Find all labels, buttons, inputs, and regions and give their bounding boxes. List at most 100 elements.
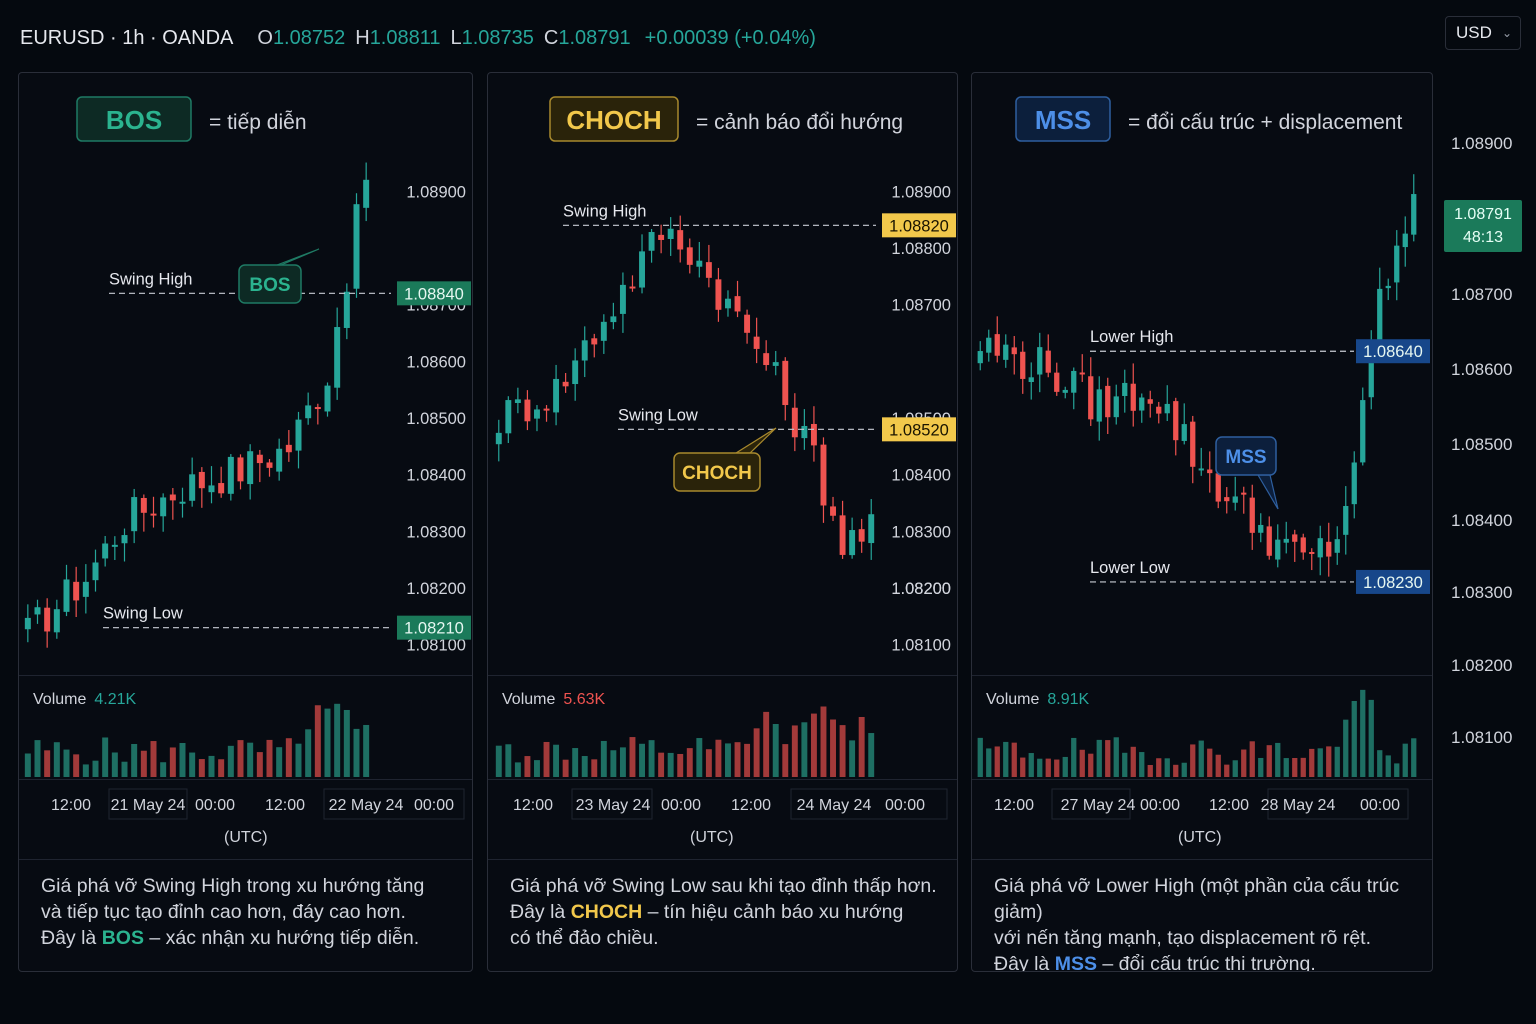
bos-chart-panel[interactable]: BOS = tiếp diễn 1.08900 1.08700 1.08600 1.085… — [18, 72, 473, 972]
candle-body — [198, 471, 205, 489]
candle-body — [1105, 385, 1111, 418]
volume-bar — [1181, 762, 1187, 777]
volume-bar — [1037, 758, 1043, 777]
candle-body — [562, 381, 569, 387]
description: Giá phá vỡ Swing High trong xu hướng tăn… — [41, 875, 425, 949]
x-tick-label: 00:00 — [1360, 797, 1400, 814]
y-tick-label: 1.08100 — [406, 637, 466, 655]
candle-body — [986, 337, 992, 353]
volume-bar — [572, 748, 579, 777]
volume-bar — [543, 741, 550, 777]
volume-bar — [1079, 749, 1085, 777]
volume-bar — [600, 740, 607, 777]
mss-chart-panel[interactable]: MSS = đổi cấu trúc + displacement Lower Hi… — [971, 72, 1433, 972]
volume-bar — [24, 753, 31, 777]
volume-bar — [610, 750, 617, 777]
volume-bar — [744, 743, 751, 777]
volume-bar — [305, 729, 312, 777]
currency-select[interactable]: USD ⌄ — [1445, 16, 1521, 50]
volume-bar — [34, 740, 41, 777]
volume-label: Volume 5.63K — [502, 691, 606, 708]
y-tick-label: 1.08200 — [891, 580, 951, 598]
volume-bar — [534, 760, 540, 777]
level-label: Swing High — [109, 270, 192, 288]
volume-bar — [1394, 763, 1400, 777]
volume-bar — [1326, 746, 1332, 777]
volume-bar — [858, 716, 865, 777]
volume-bar — [237, 740, 244, 777]
candle-body — [1003, 344, 1009, 360]
volume-bar — [111, 752, 118, 777]
volume-bar — [495, 745, 502, 777]
volume-bar — [1334, 746, 1340, 777]
candle-body — [810, 423, 817, 446]
callout-label: MSS — [1225, 447, 1266, 468]
volume-bar — [1130, 746, 1136, 777]
volume-bar — [1105, 740, 1111, 777]
volume-bar — [1266, 745, 1272, 777]
volume-bar — [1062, 756, 1068, 777]
volume-bar — [830, 719, 836, 777]
candle-body — [677, 230, 684, 250]
volume-label: Volume 4.21K — [33, 691, 137, 708]
candle-body — [495, 432, 502, 445]
low-value: 1.08735 — [461, 26, 534, 49]
currency-value: USD — [1456, 23, 1492, 42]
candle-body — [658, 234, 665, 240]
volume-bar — [1241, 749, 1247, 777]
candle-body — [772, 362, 779, 366]
candle-body — [553, 378, 560, 413]
choch-chart-panel[interactable]: CHOCH = cảnh báo đổi hướng 1.08900 1.08800 1… — [487, 72, 958, 972]
candle-body — [363, 179, 370, 208]
x-tick-label: 12:00 — [51, 797, 91, 814]
candle-body — [782, 360, 789, 406]
candle-body — [715, 279, 722, 310]
volume-bar — [247, 742, 254, 777]
volume-bar — [324, 708, 331, 777]
candle-body — [734, 296, 741, 312]
candle-body — [639, 251, 645, 288]
volume-bar — [696, 738, 703, 777]
badge-caption: = cảnh báo đổi hướng — [696, 111, 903, 134]
y-tick-label: 1.08300 — [891, 523, 951, 541]
volume-bar — [782, 744, 789, 777]
chevron-down-icon: ⌄ — [1501, 26, 1512, 40]
candle-body — [1147, 399, 1153, 404]
y-tick-label: 1.08100 — [891, 637, 951, 655]
volume-value: 8.91K — [1047, 691, 1090, 708]
callout-label: CHOCH — [682, 463, 752, 484]
candle-body — [1037, 347, 1043, 375]
candle-body — [1394, 245, 1400, 283]
candle-body — [753, 336, 760, 349]
volume-bar — [591, 759, 598, 777]
level-label: Lower High — [1090, 328, 1173, 346]
level-price-tag — [882, 213, 956, 238]
volume-bar — [1071, 737, 1077, 777]
volume-bar — [1198, 740, 1204, 777]
badge: BOS — [76, 96, 192, 142]
candle-body — [572, 360, 579, 385]
symbol-title[interactable]: EURUSD · 1h · OANDA — [20, 26, 234, 49]
volume-bar — [658, 752, 665, 777]
candle-body — [1164, 403, 1170, 414]
candle-body — [63, 579, 70, 612]
volume-bar — [102, 737, 109, 777]
right-axis-tick: 1.08100 — [1451, 728, 1513, 747]
candle-body — [600, 321, 607, 341]
x-tick-label: 12:00 — [1209, 797, 1249, 814]
candle-body — [1130, 383, 1136, 411]
volume-bar — [92, 760, 99, 777]
volume-bar — [1224, 764, 1230, 777]
volume-bar — [1173, 764, 1179, 777]
candle-body — [1224, 497, 1230, 502]
candle-body — [179, 501, 186, 504]
x-tick-label: 00:00 — [661, 797, 701, 814]
candle-body — [858, 529, 865, 542]
level-price-tag — [397, 615, 471, 640]
volume-bar — [131, 743, 138, 777]
badge-caption: = đổi cấu trúc + displacement — [1128, 111, 1402, 134]
candle-body — [744, 314, 751, 333]
candle-body — [131, 497, 138, 532]
volume-bar — [63, 749, 70, 777]
badge-box — [549, 96, 679, 142]
